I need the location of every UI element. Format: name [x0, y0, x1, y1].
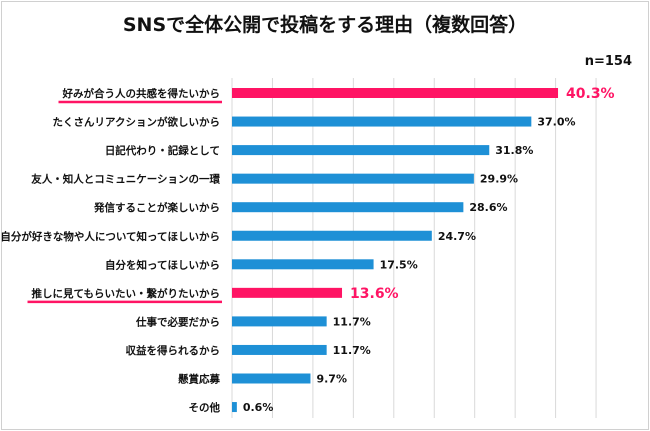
data-label: 28.6%: [469, 201, 507, 214]
category-label: 日記代わり・記録として: [105, 144, 220, 157]
bar: [232, 202, 464, 213]
data-label: 40.3%: [566, 86, 615, 102]
data-label: 13.6%: [350, 286, 399, 302]
category-label: 好みが合う人の共感を得たいから: [62, 87, 221, 100]
category-label: 自分を知ってほしいから: [105, 258, 220, 271]
category-label: 収益を得られるから: [126, 344, 221, 357]
category-label: 友人・知人とコミュニケーションの一環: [30, 173, 220, 186]
data-label: 24.7%: [438, 230, 476, 243]
category-label: 推しに見てもらいたい・繋がりたいから: [32, 287, 220, 300]
data-label: 31.8%: [495, 144, 533, 157]
category-label: 仕事で必要だから: [135, 315, 220, 328]
data-label: 0.6%: [243, 401, 274, 414]
data-label: 11.7%: [333, 344, 371, 357]
bar: [232, 259, 374, 270]
category-label: たくさんリアクションが欲しいから: [53, 116, 220, 129]
bar: [232, 287, 343, 298]
bar: [232, 373, 311, 384]
chart-title: SNSで全体公開で投稿をする理由（複数回答）: [122, 14, 528, 36]
data-label: 29.9%: [480, 173, 518, 186]
bar: [232, 116, 532, 127]
bar: [232, 145, 490, 156]
bar: [232, 316, 327, 327]
data-label: 17.5%: [380, 258, 418, 271]
category-label: 自分が好きな物や人について知ってほしいから: [0, 230, 220, 243]
bar: [232, 88, 559, 98]
data-label: 9.7%: [316, 373, 347, 386]
category-label: 懸賞応募: [178, 373, 220, 386]
sample-size: n=154: [584, 54, 632, 69]
category-label: その他: [189, 401, 221, 414]
category-label: 発信することが楽しいから: [93, 201, 220, 214]
bar: [232, 344, 327, 355]
bar: [232, 173, 474, 184]
data-label: 11.7%: [333, 315, 371, 328]
bar: [232, 402, 237, 413]
bar: [232, 230, 432, 241]
data-label: 37.0%: [537, 116, 575, 129]
